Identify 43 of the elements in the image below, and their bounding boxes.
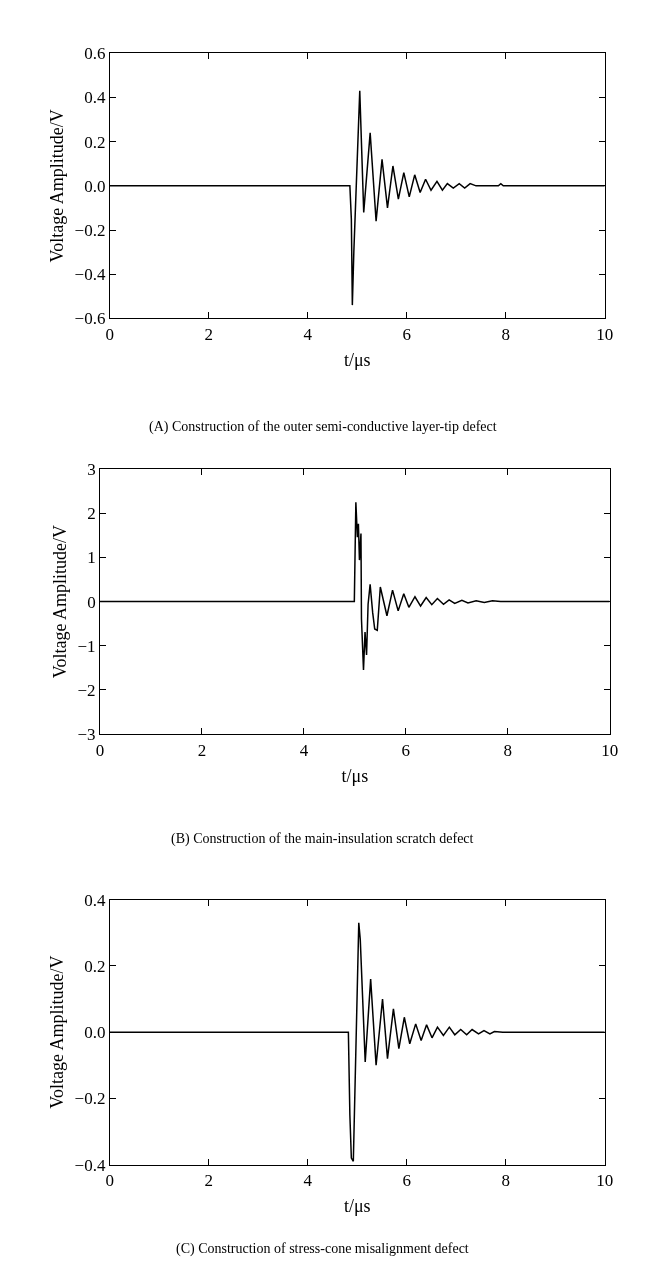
y-tick-label: −3 xyxy=(77,725,96,745)
x-axis-title: t/μs xyxy=(343,1196,371,1217)
x-tick-label: 2 xyxy=(204,324,214,344)
y-tick-label: 1 xyxy=(87,548,96,568)
y-tick-label: 3 xyxy=(87,460,96,480)
x-tick-label: 4 xyxy=(299,740,309,760)
x-tick-label: 10 xyxy=(596,1171,614,1191)
y-tick-label: 0.2 xyxy=(84,956,106,976)
text: (A) Construction of the outer semi-conductive layer-tip defect xyxy=(149,419,497,435)
y-tick-label: −0.4 xyxy=(74,265,106,285)
y-tick-label: 0.0 xyxy=(84,176,106,196)
y-tick-label: 2 xyxy=(87,504,96,524)
text: (C) Construction of stress-cone misalignment defect xyxy=(176,1241,469,1257)
x-tick-label: 6 xyxy=(402,1171,412,1191)
y-tick-label: −0.2 xyxy=(74,220,106,240)
y-tick-label: −0.4 xyxy=(74,1155,106,1175)
x-tick-label: 8 xyxy=(503,740,512,760)
y-tick-label: −2 xyxy=(77,680,96,700)
y-tick-label: −0.6 xyxy=(74,309,106,329)
x-tick-label: 6 xyxy=(402,324,412,344)
y-tick-label: 0.4 xyxy=(84,88,106,108)
x-tick-label: 2 xyxy=(204,1171,214,1191)
x-tick-label: 2 xyxy=(197,740,207,760)
y-tick-label: 0.4 xyxy=(84,890,106,910)
y-tick-label: −1 xyxy=(77,636,96,656)
x-tick-label: 8 xyxy=(501,324,511,344)
y-tick-label: 0.2 xyxy=(84,132,106,152)
x-tick-label: 4 xyxy=(303,1171,313,1191)
x-tick-label: 4 xyxy=(303,324,313,344)
y-axis-title: Voltage Amplitude/V xyxy=(49,525,70,679)
y-tick-label: −0.2 xyxy=(74,1089,106,1109)
x-tick-label: 10 xyxy=(601,740,619,760)
x-tick-label: 10 xyxy=(596,324,614,344)
x-tick-label: 8 xyxy=(501,1171,511,1191)
y-tick-label: 0.0 xyxy=(84,1023,106,1043)
y-tick-label: 0.6 xyxy=(84,44,106,64)
x-axis-title: t/μs xyxy=(343,349,371,370)
x-axis-title: t/μs xyxy=(341,765,369,786)
y-tick-label: 0 xyxy=(87,592,96,612)
y-axis-title: Voltage Amplitude/V xyxy=(46,955,67,1109)
y-axis-title: Voltage Amplitude/V xyxy=(46,109,67,263)
text: (B) Construction of the main-insulation scratch defect xyxy=(171,831,474,847)
x-tick-label: 6 xyxy=(401,740,411,760)
